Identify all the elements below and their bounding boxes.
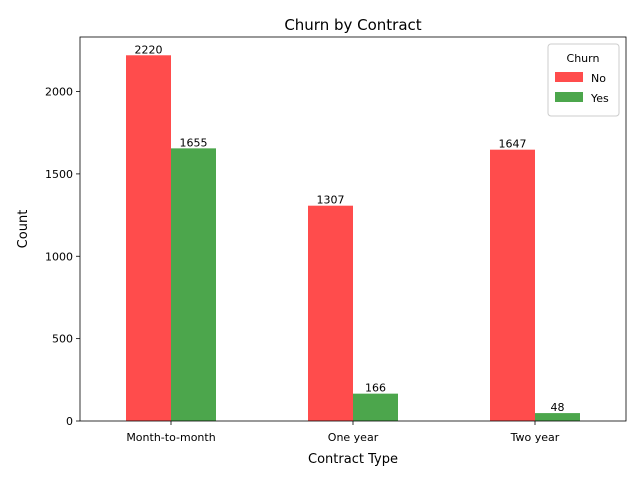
bar-yes-one-year [353, 393, 398, 421]
x-axis-ticks: Month-to-month One year Two year [126, 421, 560, 444]
bars-group [126, 55, 580, 422]
bar-no-two-year [490, 149, 535, 421]
data-label: 166 [365, 382, 386, 395]
y-tick-label: 2000 [45, 86, 73, 99]
legend-label-yes: Yes [590, 92, 609, 105]
x-tick-label: Two year [510, 431, 560, 444]
x-axis-label: Contract Type [308, 452, 398, 467]
legend-swatch-yes [555, 92, 583, 102]
data-label: 1647 [499, 138, 527, 151]
y-axis-ticks: 0 500 1000 1500 2000 [45, 86, 80, 428]
bar-yes-two-year [535, 413, 580, 421]
legend-title: Churn [567, 52, 600, 65]
y-tick-label: 1000 [45, 250, 73, 263]
y-axis-label: Count [16, 210, 31, 249]
legend-swatch-no [555, 72, 583, 82]
data-labels-group: 2220 1655 1307 166 1647 48 [135, 43, 565, 414]
data-label: 1655 [180, 136, 208, 149]
legend-label-no: No [591, 72, 606, 85]
bar-no-one-year [308, 205, 353, 421]
legend-entries: No Yes [555, 72, 609, 105]
data-label: 1307 [317, 194, 345, 207]
y-tick-label: 1500 [45, 168, 73, 181]
chart-title: Churn by Contract [284, 16, 421, 34]
bar-yes-month-to-month [171, 148, 216, 422]
x-tick-label: One year [328, 431, 379, 444]
x-tick-label: Month-to-month [126, 431, 215, 444]
legend: Churn No Yes [547, 43, 620, 117]
data-label: 48 [551, 401, 565, 414]
bar-no-month-to-month [126, 55, 171, 422]
y-tick-label: 0 [66, 415, 73, 428]
data-label: 2220 [135, 43, 163, 56]
y-tick-label: 500 [52, 333, 73, 346]
